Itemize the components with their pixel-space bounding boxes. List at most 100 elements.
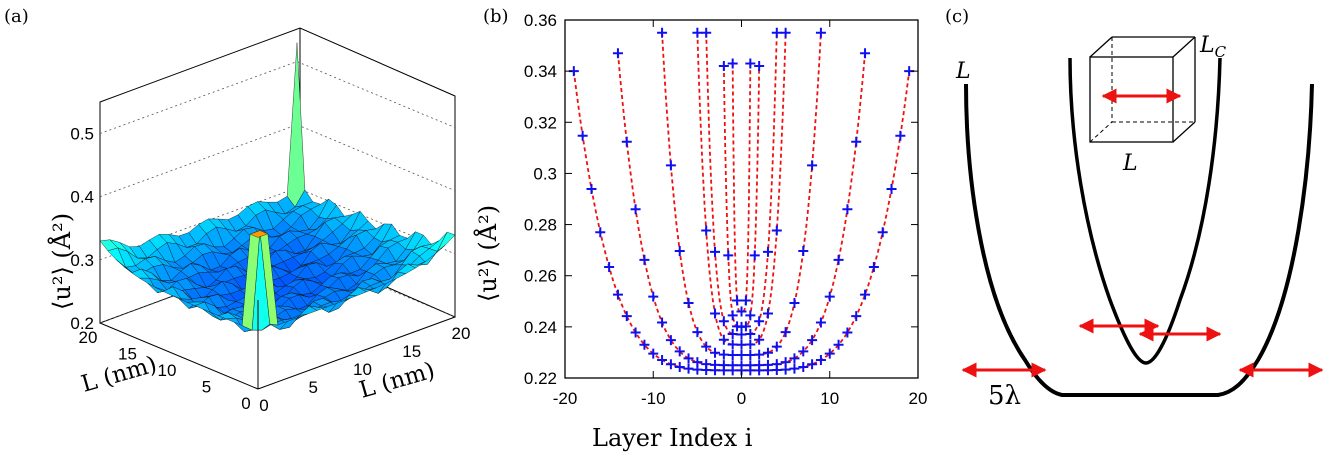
data-point	[771, 365, 782, 376]
y-axis-label-b: ⟨u²⟩ (Å²)	[473, 205, 502, 302]
data-point	[665, 160, 676, 171]
y-tick-label: 0.24	[524, 318, 557, 337]
data-point	[630, 204, 641, 215]
series-curve	[572, 70, 911, 372]
z-tick-label: 0.3	[70, 251, 94, 270]
data-point	[604, 262, 615, 273]
data-point	[657, 27, 668, 38]
data-point	[718, 365, 729, 376]
axis-ticks: -20 -10 0 10 20 0.22 0.24 0.26 0.28 0.3 0.32 0.34 0.…	[524, 11, 928, 408]
data-point	[815, 27, 826, 38]
surface-cell	[286, 42, 306, 208]
data-point	[762, 246, 773, 257]
y-tick-label: 0.3	[533, 164, 557, 183]
data-point	[745, 339, 756, 350]
data-point	[807, 335, 818, 346]
x-tick-label-a: 20	[79, 328, 98, 347]
y-tick-label: 0.28	[524, 216, 557, 235]
data-point	[710, 365, 721, 376]
data-point	[718, 61, 729, 72]
data-point	[648, 291, 659, 302]
data-point	[736, 339, 747, 350]
y-tick-label: 0.36	[524, 11, 557, 30]
data-point	[701, 27, 712, 38]
data-point	[740, 321, 751, 332]
x-tick-label: 10	[820, 389, 839, 408]
data-point	[701, 341, 712, 352]
data-point	[860, 48, 871, 59]
data-point	[780, 327, 791, 338]
y-axis-line	[257, 316, 456, 390]
small-well-curve	[1068, 57, 1222, 365]
data-point	[736, 349, 747, 360]
data-point	[745, 365, 756, 376]
x-tick-label-a: 10	[158, 361, 177, 380]
data-point	[727, 58, 738, 69]
data-point	[754, 365, 765, 376]
data-point	[789, 353, 800, 364]
x-tick-label: -10	[641, 389, 666, 408]
data-point	[718, 349, 729, 360]
x-tick-label: -20	[553, 389, 578, 408]
data-point	[754, 349, 765, 360]
data-point	[701, 225, 712, 236]
fit-curves	[572, 32, 911, 372]
data-point	[639, 339, 650, 350]
data-point	[815, 354, 826, 365]
data-point	[674, 346, 685, 357]
data-point	[723, 250, 734, 261]
data-point	[762, 347, 773, 358]
data-point	[833, 339, 844, 350]
data-point	[877, 227, 888, 238]
data-point	[736, 329, 747, 340]
y-tick-label-a: 15	[402, 342, 421, 361]
data-point	[665, 359, 676, 370]
data-point	[727, 349, 738, 360]
y-tick-label-a: 0	[259, 396, 268, 415]
z-tick-label: 0.2	[70, 314, 94, 333]
data-point	[701, 365, 712, 376]
y-tick-label: 0.26	[524, 267, 557, 286]
data-point	[740, 295, 751, 306]
surface-ticks: 0.2 0.3 0.4 0.5 0 5 10 15 20 0 5 10 15 20	[70, 125, 470, 415]
data-point	[727, 365, 738, 376]
x-tick-label-a: 0	[241, 394, 250, 413]
data-point	[745, 310, 756, 321]
data-point	[674, 361, 685, 372]
data-point	[718, 316, 729, 327]
data-point	[692, 27, 703, 38]
label-5lambda: 5λ	[988, 381, 1021, 411]
data-point	[621, 311, 632, 322]
data-point	[745, 349, 756, 360]
y-tick-label-a: 5	[309, 378, 318, 397]
data-point	[745, 58, 756, 69]
data-point	[807, 160, 818, 171]
series-curve	[696, 32, 787, 346]
data-point	[833, 254, 844, 265]
data-point	[771, 341, 782, 352]
x-tick-label: 20	[909, 389, 928, 408]
label-cube-L: L	[1122, 151, 1138, 176]
data-point	[868, 262, 879, 273]
series-curve	[723, 65, 760, 328]
data-point	[762, 365, 773, 376]
data-point	[692, 327, 703, 338]
data-point	[851, 136, 862, 147]
data-point	[718, 334, 729, 345]
y-tick-label: 0.32	[524, 113, 557, 132]
y-tick-label: 0.22	[524, 369, 557, 388]
data-point	[692, 364, 703, 375]
label-LC: LC	[1199, 33, 1227, 61]
data-point	[860, 289, 871, 300]
data-point	[727, 339, 738, 350]
x-tick-label: 0	[737, 389, 746, 408]
data-point	[683, 298, 694, 309]
data-point	[895, 130, 906, 141]
data-point	[657, 354, 668, 365]
data-point	[639, 254, 650, 265]
data-point	[595, 227, 606, 238]
cube-icon	[1089, 36, 1196, 143]
z-tick-label: 0.4	[70, 188, 94, 207]
